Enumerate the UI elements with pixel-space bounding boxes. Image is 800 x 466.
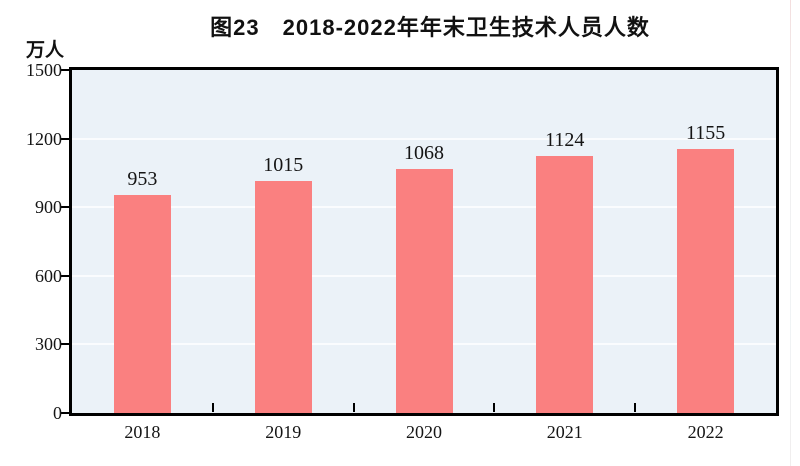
bar-value-label: 953 [127, 168, 158, 191]
x-axis-category-label: 2022 [687, 422, 724, 442]
y-axis-tick-label: 0 [53, 403, 62, 423]
x-axis-category-label: 2020 [406, 422, 442, 442]
x-axis-tick [634, 403, 637, 412]
bar-2022 [677, 148, 735, 413]
x-axis-category-label: 2018 [124, 422, 161, 442]
x-axis-tick [493, 403, 496, 412]
page-edge-artifact [790, 0, 791, 466]
x-axis-tick [352, 403, 355, 412]
chart-title: 图23 2018-2022年年末卫生技术人员人数 [210, 15, 650, 40]
bar-2018 [113, 195, 171, 413]
y-axis-tick [60, 137, 69, 140]
y-axis-tick-label: 600 [35, 265, 62, 286]
bar-value-label: 1015 [263, 153, 304, 176]
y-axis-tick [60, 343, 69, 346]
bar-value-label: 1068 [404, 141, 444, 164]
bar-2021 [536, 155, 594, 413]
y-axis-tick-label: 1200 [26, 128, 62, 149]
y-axis-tick-label: 300 [35, 334, 62, 355]
y-axis-tick [60, 206, 69, 209]
y-axis-tick [60, 69, 69, 71]
y-axis-unit-label: 万人 [26, 40, 65, 61]
bar-value-label: 1155 [685, 121, 726, 144]
bar-2019 [254, 180, 312, 413]
gridline [72, 137, 776, 140]
y-axis-tick-label: 1500 [26, 60, 62, 80]
y-axis-tick [60, 412, 69, 414]
bar-2020 [395, 168, 453, 413]
y-axis-tick-label: 900 [35, 197, 62, 218]
x-axis-category-label: 2019 [265, 422, 302, 442]
bar-value-label: 1124 [545, 128, 585, 151]
y-axis-tick [60, 274, 69, 277]
x-axis-category-label: 2021 [546, 422, 583, 442]
x-axis-tick [211, 403, 214, 412]
